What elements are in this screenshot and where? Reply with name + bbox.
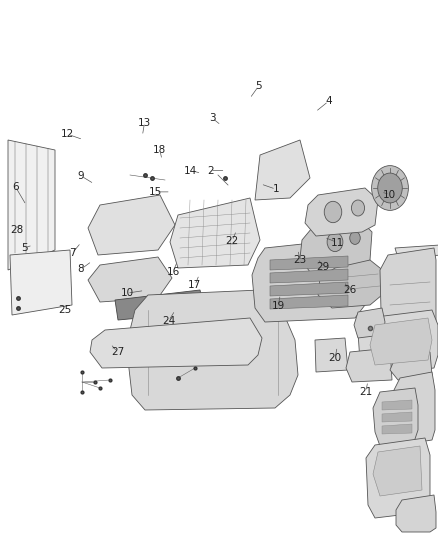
Polygon shape	[382, 412, 412, 422]
Polygon shape	[305, 188, 378, 236]
Polygon shape	[393, 372, 435, 445]
Polygon shape	[10, 250, 72, 315]
Text: 14: 14	[184, 166, 197, 175]
Polygon shape	[88, 195, 175, 255]
Text: 28: 28	[10, 225, 23, 235]
Polygon shape	[373, 388, 418, 446]
Text: 22: 22	[226, 236, 239, 246]
Text: 9: 9	[78, 171, 85, 181]
Polygon shape	[373, 446, 422, 496]
Text: 15: 15	[149, 187, 162, 197]
Text: 29: 29	[317, 262, 330, 271]
Circle shape	[378, 173, 402, 203]
Polygon shape	[390, 352, 432, 380]
Text: 10: 10	[383, 190, 396, 199]
Text: 17: 17	[188, 280, 201, 290]
Text: 24: 24	[162, 316, 175, 326]
Polygon shape	[255, 140, 310, 200]
Text: 10: 10	[120, 288, 134, 298]
Text: 5: 5	[255, 82, 262, 91]
Text: 12: 12	[61, 130, 74, 139]
Text: 20: 20	[328, 353, 342, 363]
Circle shape	[350, 232, 360, 245]
Text: 6: 6	[12, 182, 19, 191]
Polygon shape	[270, 269, 348, 283]
Text: 25: 25	[58, 305, 71, 315]
Polygon shape	[88, 257, 172, 302]
Polygon shape	[318, 260, 385, 308]
Text: 7: 7	[69, 248, 76, 258]
Circle shape	[324, 201, 342, 223]
Text: 27: 27	[111, 347, 124, 357]
Polygon shape	[115, 290, 205, 320]
Polygon shape	[128, 290, 298, 410]
Text: 23: 23	[293, 255, 307, 265]
Text: 3: 3	[209, 114, 216, 123]
Polygon shape	[90, 318, 262, 368]
Text: 11: 11	[331, 238, 344, 247]
Polygon shape	[252, 240, 368, 322]
Polygon shape	[370, 318, 432, 365]
Polygon shape	[170, 198, 260, 268]
Text: 21: 21	[359, 387, 372, 397]
Text: 16: 16	[166, 267, 180, 277]
Circle shape	[327, 232, 343, 252]
Polygon shape	[366, 438, 430, 518]
Text: 2: 2	[207, 166, 214, 175]
Polygon shape	[382, 400, 412, 410]
Polygon shape	[396, 495, 436, 532]
Polygon shape	[300, 218, 372, 272]
Polygon shape	[270, 282, 348, 296]
Text: 1: 1	[272, 184, 279, 194]
Circle shape	[351, 200, 364, 216]
Polygon shape	[358, 310, 438, 375]
Polygon shape	[346, 348, 392, 382]
Polygon shape	[382, 424, 412, 434]
Polygon shape	[315, 338, 348, 372]
Text: 4: 4	[325, 96, 332, 106]
Polygon shape	[270, 295, 348, 309]
Text: 18: 18	[153, 146, 166, 155]
Polygon shape	[380, 248, 436, 365]
Text: 26: 26	[343, 286, 356, 295]
Circle shape	[371, 166, 408, 211]
Text: 8: 8	[78, 264, 85, 274]
Polygon shape	[8, 140, 55, 270]
Text: 5: 5	[21, 243, 28, 253]
Text: 19: 19	[272, 302, 285, 311]
Polygon shape	[354, 308, 385, 338]
Text: 13: 13	[138, 118, 151, 127]
Polygon shape	[270, 256, 348, 270]
Polygon shape	[395, 245, 438, 258]
